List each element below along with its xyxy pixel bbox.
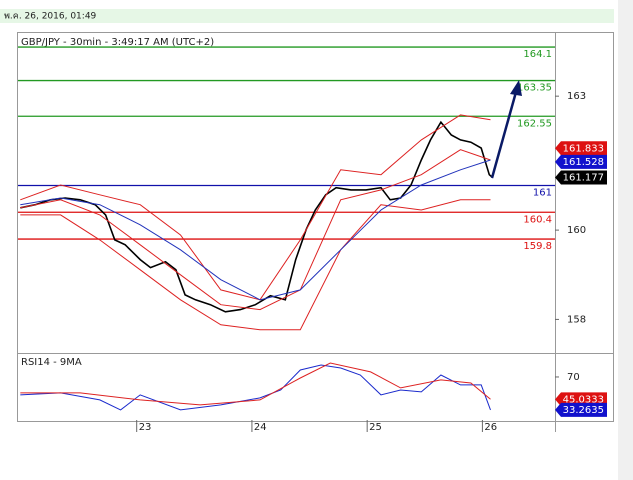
timestamp: พ.ค. 26, 2016, 01:49 — [4, 12, 97, 22]
price-tag — [555, 170, 607, 185]
level-label: 163.35 — [517, 83, 552, 94]
price-tag-label: 161.177 — [563, 173, 604, 184]
series-line — [20, 362, 491, 406]
series-line — [20, 149, 491, 311]
x-tick-label: 25 — [369, 422, 382, 433]
panel-title: GBP/JPY - 30min - 3:49:17 AM (UTC+2) — [21, 37, 214, 48]
series-line — [20, 199, 491, 331]
series-line — [20, 120, 494, 313]
price-tag — [555, 154, 607, 169]
level-label: 164.1 — [523, 49, 552, 60]
level-label: 160.4 — [523, 214, 552, 225]
price-tag-label: 161.528 — [563, 157, 604, 168]
y-tick-label: 158 — [567, 314, 586, 325]
x-tick-label: 26 — [484, 422, 497, 433]
price-tag — [555, 402, 607, 417]
price-tag — [555, 141, 607, 156]
panels: GBP/JPY - 30min - 3:49:17 AM (UTC+2) 163 1… — [18, 37, 607, 433]
forecast-arrow — [490, 80, 522, 179]
level-label: 159.8 — [523, 241, 552, 252]
y-tick-label: 163 — [567, 91, 586, 102]
level-label: 161 — [533, 187, 552, 198]
scroll-strip — [618, 0, 633, 480]
y-tick-label: 70 — [567, 372, 580, 383]
series-line — [20, 364, 491, 411]
top-bar — [0, 9, 614, 23]
arrow-head — [510, 80, 522, 96]
price-tag-label: 161.833 — [563, 143, 604, 154]
chart-frame — [17, 32, 614, 422]
price-tag-label: 45.0333 — [563, 394, 604, 405]
price-tag — [555, 392, 607, 407]
price-tag-label: 33.2635 — [563, 405, 604, 416]
x-tick-label: 24 — [254, 422, 267, 433]
level-label: 162.55 — [517, 118, 552, 129]
panel-title: RSI14 - 9MA — [21, 357, 82, 368]
arrow-shaft — [490, 91, 518, 179]
x-tick-label: 23 — [139, 422, 152, 433]
series-line — [20, 159, 491, 301]
y-tick-label: 160 — [567, 225, 586, 236]
